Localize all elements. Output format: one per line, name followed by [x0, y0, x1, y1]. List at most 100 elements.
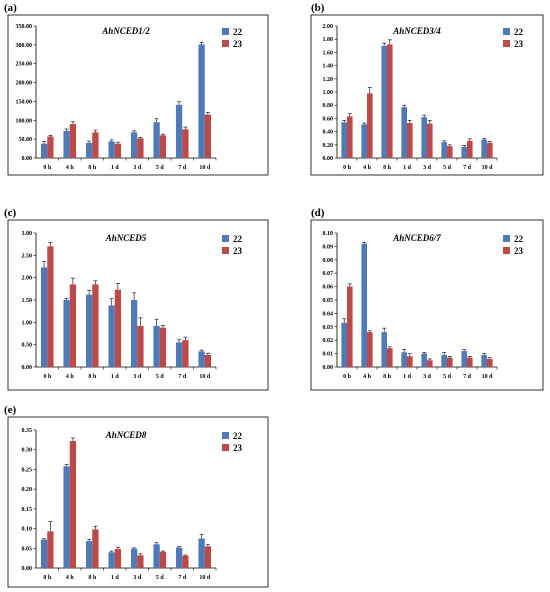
y-tick-label: 100.00 [16, 118, 33, 124]
bar-series-22 [341, 322, 347, 367]
y-tick-label: 200.00 [16, 81, 33, 87]
y-tick-label: 0.05 [323, 298, 334, 304]
bar-series-23 [367, 332, 373, 367]
x-tick-label: 7 d [178, 374, 187, 380]
bar-series-23 [92, 529, 99, 568]
bar-series-22 [108, 552, 115, 568]
x-tick-label: 0 h [43, 165, 52, 171]
chart-frame [310, 219, 544, 391]
chart-e-svg: 0.00 0.05 0.10 0.15 0.20 0.25 0.30 0.35 0 h 4 h 8 … [7, 416, 269, 588]
y-tick-label: 1.80 [323, 37, 334, 43]
chart-a-svg: 0.00 50.00 100.00 150.00 200.00 250.00 300.00 3… [7, 14, 269, 176]
x-tick-label: 3 d [423, 165, 432, 171]
y-tick-label: 0.09 [323, 244, 334, 250]
bar-series-23 [47, 531, 54, 568]
x-tick-label: 1 d [111, 165, 120, 171]
x-tick-label: 0 h [43, 374, 52, 380]
y-tick-label: 0.10 [323, 231, 334, 237]
x-tick-label: 10 d [199, 374, 211, 380]
chart-title: AhNCED1/2 [101, 26, 150, 36]
x-tick-label: 10 d [199, 165, 211, 171]
legend-label: 22 [233, 431, 243, 441]
y-tick-label: 50.00 [19, 137, 33, 143]
y-tick-label: 3.00 [22, 231, 33, 237]
x-tick-label: 0 h [343, 374, 352, 380]
chart-panel-d: (d) 0.00 0.01 0.02 0.03 0.04 0.05 0.06 0.07 0.08… [275, 205, 550, 400]
y-tick-label: 0.00 [22, 566, 33, 572]
bar-series-22 [130, 548, 138, 568]
chart-d-svg: 0.00 0.01 0.02 0.03 0.04 0.05 0.06 0.07 0.08 0.09… [310, 219, 544, 391]
y-tick-label: 1.00 [22, 320, 33, 326]
bar-series-23 [92, 284, 99, 367]
legend-label: 22 [233, 27, 243, 37]
chart-title: AhNCED6/7 [392, 233, 441, 243]
x-tick-label: 4 h [363, 374, 372, 380]
bar-series-22 [361, 243, 367, 367]
chart-panel-c: (c) 0.00 0.50 1.00 1.50 2.00 2.50 3.00 0 h 4 h 8 … [0, 205, 275, 400]
bar-series-23 [407, 356, 413, 367]
bar-series-23 [159, 327, 167, 367]
y-tick-label: 2.00 [323, 24, 334, 30]
chart-frame [7, 416, 269, 588]
bar-series-23 [347, 116, 353, 158]
bar-series-23 [114, 289, 122, 367]
bar-series-23 [347, 286, 353, 367]
bar-series-23 [407, 123, 413, 158]
y-tick-label: 0.06 [323, 285, 334, 291]
x-tick-label: 3 d [133, 575, 142, 581]
x-tick-label: 4 h [363, 165, 372, 171]
bar-series-22 [85, 541, 93, 568]
bar-series-23 [92, 132, 99, 158]
chart-frame [310, 14, 544, 176]
y-tick-label: 0.00 [22, 365, 33, 371]
x-tick-label: 5 d [156, 165, 165, 171]
bar-series-22 [175, 104, 183, 158]
legend-swatch-22 [222, 28, 229, 35]
y-tick-label: 0.08 [323, 258, 334, 264]
y-tick-label: 0.80 [323, 103, 334, 109]
y-tick-label: 0.50 [22, 343, 33, 349]
bar-series-22 [153, 325, 160, 367]
bar-series-22 [401, 107, 407, 158]
x-tick-label: 5 d [156, 575, 165, 581]
bar-series-22 [198, 44, 205, 159]
bar-series-23 [447, 357, 453, 367]
bar-series-23 [467, 357, 473, 367]
chart-frame [7, 219, 269, 391]
y-tick-label: 0.02 [323, 338, 334, 344]
bar-series-22 [175, 342, 183, 367]
y-tick-label: 350.00 [16, 24, 33, 30]
x-tick-label: 8 h [88, 575, 97, 581]
bar-series-22 [341, 122, 347, 158]
bar-series-23 [204, 114, 212, 158]
panel-label: (a) [4, 2, 17, 14]
bar-series-23 [387, 44, 393, 159]
x-tick-label: 1 d [111, 575, 120, 581]
legend-swatch-22 [503, 28, 510, 35]
bar-series-22 [361, 124, 367, 158]
bar-series-22 [40, 539, 48, 568]
bar-series-22 [63, 300, 70, 367]
panel-label: (d) [311, 207, 325, 219]
x-tick-label: 8 h [88, 165, 97, 171]
x-tick-label: 4 h [66, 575, 75, 581]
y-tick-label: 0.03 [323, 325, 334, 331]
bar-series-23 [467, 140, 473, 158]
legend-label: 23 [514, 246, 524, 256]
bar-series-22 [40, 267, 48, 367]
bar-series-22 [421, 353, 427, 367]
bar-series-22 [441, 354, 447, 367]
bar-series-22 [481, 354, 487, 367]
chart-panel-e: (e) 0.00 0.05 0.10 0.15 0.20 0.25 0.30 0.35 0 h 4… [0, 402, 275, 592]
bar-series-23 [114, 143, 122, 158]
x-tick-label: 10 d [482, 374, 494, 380]
legend-label: 22 [514, 234, 524, 244]
chart-title: AhNCED8 [105, 430, 147, 440]
bar-series-23 [69, 441, 77, 568]
bar-series-22 [481, 139, 487, 158]
legend-swatch-23 [222, 444, 229, 451]
x-tick-label: 10 d [199, 575, 211, 581]
bar-series-23 [487, 142, 493, 158]
bar-series-22 [461, 350, 467, 367]
bar-series-23 [204, 546, 212, 568]
